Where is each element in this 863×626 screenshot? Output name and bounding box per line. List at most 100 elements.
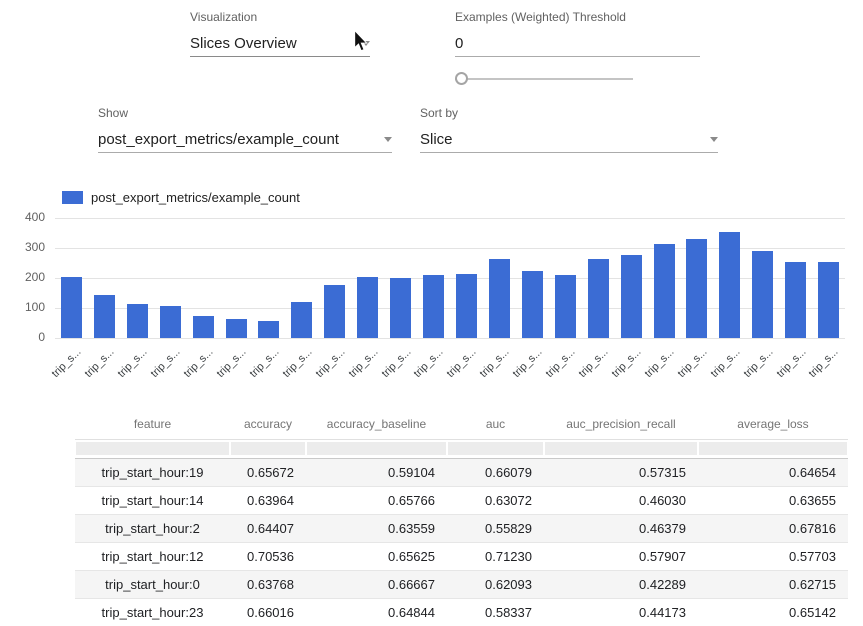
feature-cell: trip_start_hour:19 bbox=[75, 459, 230, 487]
bar[interactable] bbox=[357, 277, 378, 339]
column-header-auc[interactable]: auc bbox=[447, 408, 544, 440]
bar-slot bbox=[253, 218, 286, 338]
bar[interactable] bbox=[489, 259, 510, 339]
metric-cell: 0.57315 bbox=[544, 459, 698, 487]
bar[interactable] bbox=[127, 304, 148, 338]
bar[interactable] bbox=[193, 316, 214, 338]
filter-cell-accuracy_baseline bbox=[306, 440, 447, 459]
metric-cell: 0.42289 bbox=[544, 571, 698, 599]
show-value: post_export_metrics/example_count bbox=[98, 131, 339, 148]
bar-slot bbox=[88, 218, 121, 338]
bar[interactable] bbox=[555, 275, 576, 338]
x-tick-label: trip_s... bbox=[116, 346, 150, 380]
metric-cell: 0.64654 bbox=[698, 459, 848, 487]
metric-cell: 0.64844 bbox=[306, 599, 447, 626]
bar[interactable] bbox=[456, 274, 477, 339]
filter-cell-average_loss bbox=[698, 440, 848, 459]
bar-slot bbox=[615, 218, 648, 338]
bar[interactable] bbox=[61, 277, 82, 339]
x-tick-label: trip_s... bbox=[511, 346, 545, 380]
legend-label: post_export_metrics/example_count bbox=[91, 190, 300, 205]
bar-slot bbox=[648, 218, 681, 338]
bar-slot bbox=[681, 218, 714, 338]
bar[interactable] bbox=[522, 271, 543, 338]
bar[interactable] bbox=[588, 259, 609, 338]
bar[interactable] bbox=[686, 239, 707, 338]
x-tick-label: trip_s... bbox=[50, 346, 84, 380]
bar-slot bbox=[220, 218, 253, 338]
table-row[interactable]: trip_start_hour:230.660160.648440.583370… bbox=[75, 599, 848, 626]
bar-slot bbox=[384, 218, 417, 338]
metric-cell: 0.65672 bbox=[230, 459, 306, 487]
metrics-table-container: featureaccuracyaccuracy_baselineaucauc_p… bbox=[75, 408, 848, 626]
sort-control: Sort by Slice bbox=[420, 106, 718, 153]
bar[interactable] bbox=[719, 232, 740, 338]
filter-input[interactable] bbox=[545, 442, 697, 455]
bar[interactable] bbox=[785, 262, 806, 338]
bar-slot bbox=[516, 218, 549, 338]
slider-thumb[interactable] bbox=[455, 72, 468, 85]
x-tick-label: trip_s... bbox=[544, 346, 578, 380]
column-header-feature[interactable]: feature bbox=[75, 408, 230, 440]
bar[interactable] bbox=[390, 278, 411, 338]
bar[interactable] bbox=[818, 262, 839, 339]
bar[interactable] bbox=[160, 306, 181, 338]
threshold-slider[interactable] bbox=[455, 72, 633, 86]
table-row[interactable]: trip_start_hour:120.705360.656250.712300… bbox=[75, 543, 848, 571]
table-row[interactable]: trip_start_hour:190.656720.591040.660790… bbox=[75, 459, 848, 487]
metric-cell: 0.65766 bbox=[306, 487, 447, 515]
bar[interactable] bbox=[752, 251, 773, 338]
bar[interactable] bbox=[291, 302, 312, 338]
column-header-accuracy[interactable]: accuracy bbox=[230, 408, 306, 440]
filter-input[interactable] bbox=[307, 442, 446, 455]
y-tick-label: 100 bbox=[1, 300, 45, 314]
metrics-table: featureaccuracyaccuracy_baselineaucauc_p… bbox=[75, 408, 848, 626]
chevron-down-icon bbox=[362, 41, 370, 46]
metric-cell: 0.63655 bbox=[698, 487, 848, 515]
sort-label: Sort by bbox=[420, 106, 718, 120]
metric-cell: 0.64407 bbox=[230, 515, 306, 543]
bar[interactable] bbox=[258, 321, 279, 338]
bar-slot bbox=[812, 218, 845, 338]
bar[interactable] bbox=[423, 275, 444, 338]
chevron-down-icon bbox=[710, 137, 718, 142]
slider-track[interactable] bbox=[455, 78, 633, 80]
column-header-auc_precision_recall[interactable]: auc_precision_recall bbox=[544, 408, 698, 440]
y-tick-label: 300 bbox=[1, 240, 45, 254]
filter-input[interactable] bbox=[231, 442, 305, 455]
x-tick-label: trip_s... bbox=[182, 346, 216, 380]
x-tick-label: trip_s... bbox=[577, 346, 611, 380]
x-tick-label: trip_s... bbox=[774, 346, 808, 380]
bar[interactable] bbox=[94, 295, 115, 338]
visualization-label: Visualization bbox=[190, 10, 370, 24]
bar[interactable] bbox=[226, 319, 247, 338]
bar-slot bbox=[55, 218, 88, 338]
column-header-accuracy_baseline[interactable]: accuracy_baseline bbox=[306, 408, 447, 440]
filter-input[interactable] bbox=[699, 442, 847, 455]
metric-cell: 0.66667 bbox=[306, 571, 447, 599]
metric-cell: 0.63964 bbox=[230, 487, 306, 515]
filter-cell-auc bbox=[447, 440, 544, 459]
bar[interactable] bbox=[324, 285, 345, 338]
filter-row bbox=[75, 440, 848, 459]
column-header-average_loss[interactable]: average_loss bbox=[698, 408, 848, 440]
x-tick-label: trip_s... bbox=[478, 346, 512, 380]
filter-input[interactable] bbox=[76, 442, 229, 455]
sort-dropdown[interactable]: Slice bbox=[420, 126, 718, 153]
table-row[interactable]: trip_start_hour:20.644070.635590.558290.… bbox=[75, 515, 848, 543]
feature-cell: trip_start_hour:23 bbox=[75, 599, 230, 626]
table-header-row: featureaccuracyaccuracy_baselineaucauc_p… bbox=[75, 408, 848, 440]
bar-slot bbox=[318, 218, 351, 338]
filter-input[interactable] bbox=[448, 442, 543, 455]
table-row[interactable]: trip_start_hour:140.639640.657660.630720… bbox=[75, 487, 848, 515]
metric-cell: 0.46030 bbox=[544, 487, 698, 515]
visualization-dropdown[interactable]: Slices Overview bbox=[190, 30, 370, 57]
threshold-label: Examples (Weighted) Threshold bbox=[455, 10, 700, 24]
bar[interactable] bbox=[654, 244, 675, 338]
feature-cell: trip_start_hour:12 bbox=[75, 543, 230, 571]
x-tick-label: trip_s... bbox=[412, 346, 446, 380]
show-dropdown[interactable]: post_export_metrics/example_count bbox=[98, 126, 392, 153]
threshold-input[interactable]: 0 bbox=[455, 30, 700, 57]
bar[interactable] bbox=[621, 255, 642, 338]
table-row[interactable]: trip_start_hour:00.637680.666670.620930.… bbox=[75, 571, 848, 599]
